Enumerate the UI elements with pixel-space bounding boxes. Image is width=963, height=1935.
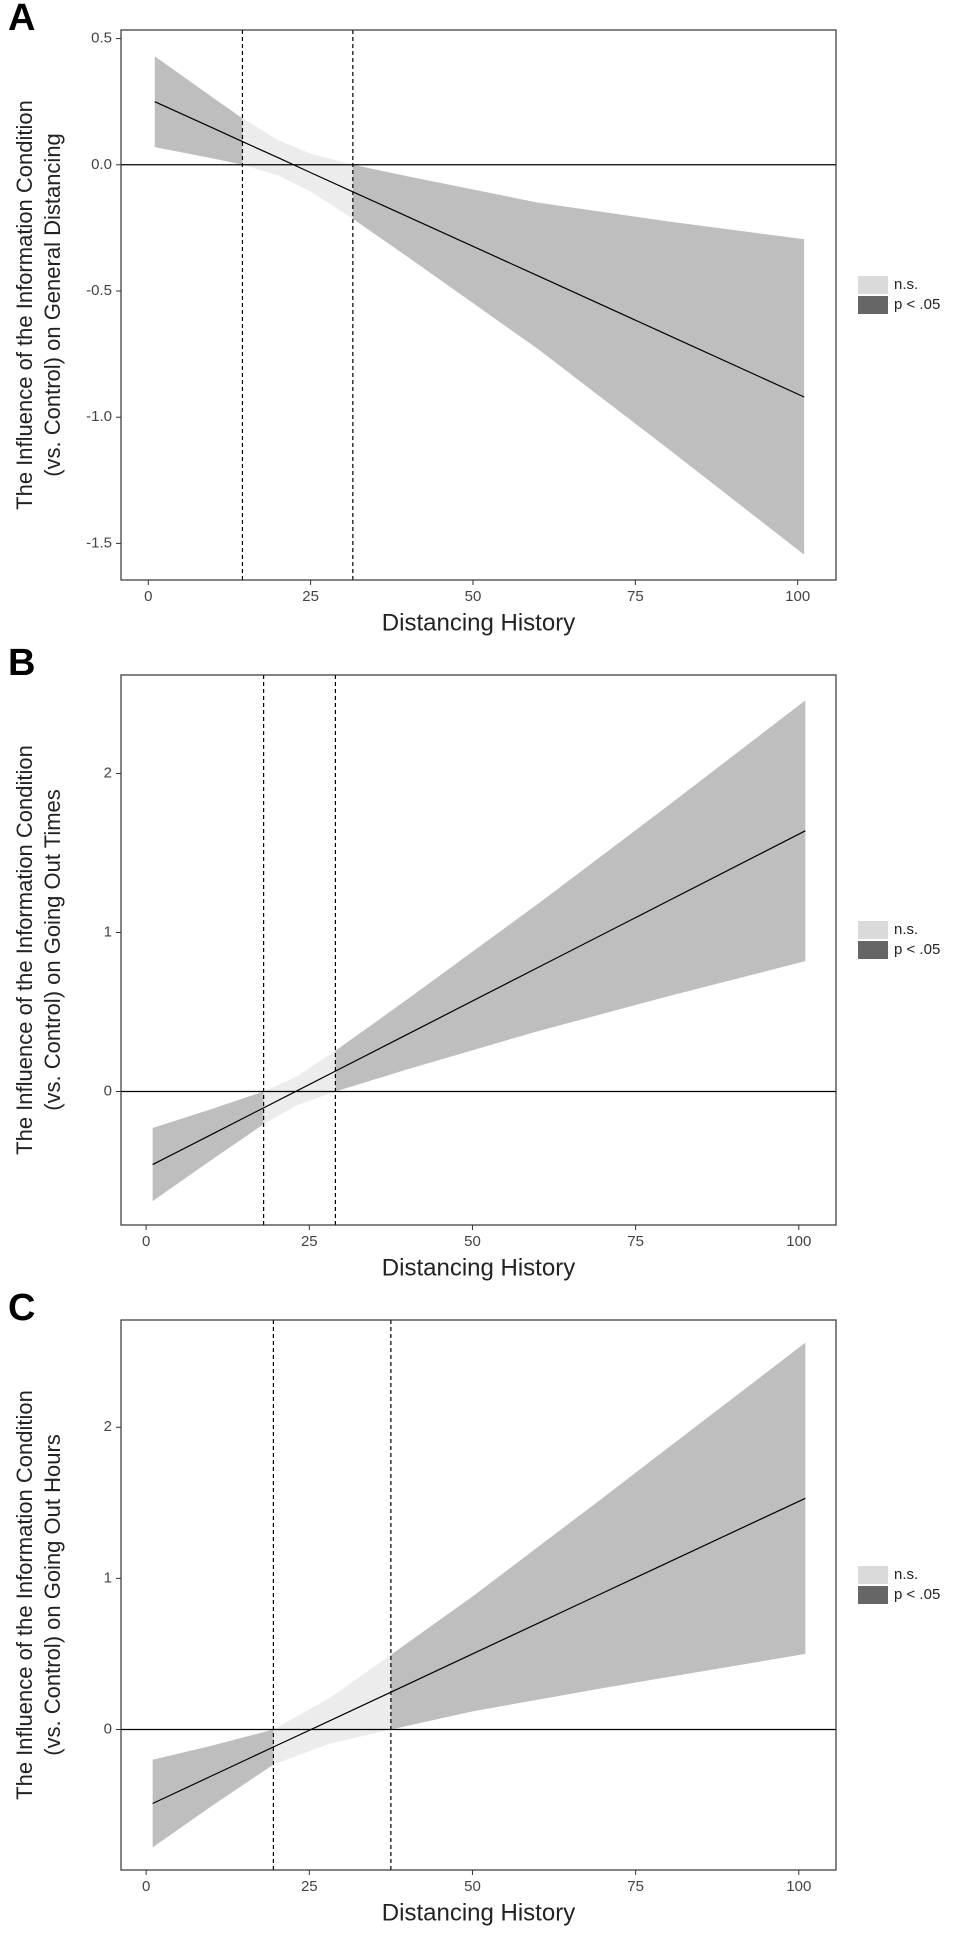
y-axis-label: The Influence of the Information Conditi…	[12, 1390, 37, 1800]
legend-swatch	[858, 276, 888, 294]
ns-band	[242, 118, 353, 219]
y-axis-label: The Influence of the Information Conditi…	[12, 745, 37, 1155]
sig-band	[352, 164, 805, 555]
plot-frame	[120, 1319, 837, 1871]
y-tick-label: 0	[104, 1082, 112, 1099]
x-axis-label: Distancing History	[382, 1899, 575, 1926]
panel-label: A	[8, 0, 35, 39]
x-tick-label: 25	[302, 588, 319, 605]
legend-label: n.s.	[894, 276, 918, 293]
legend-label: p < .05	[894, 296, 940, 313]
panel: 0 25 50 75 100 0 1 2 Distancing History The Influ…	[8, 1287, 940, 1926]
legend-label: p < .05	[894, 941, 940, 958]
panel: 0 25 50 75 100 0 1 2 Distancing History The Influ…	[8, 642, 940, 1281]
x-tick-label: 25	[301, 1233, 318, 1250]
panel-label: B	[8, 642, 35, 684]
y-tick-label: 1	[104, 923, 112, 940]
plot-frame	[120, 674, 837, 1226]
x-tick-label: 100	[786, 1878, 811, 1895]
estimate-line	[152, 1497, 806, 1805]
y-tick-label: 1	[104, 1569, 112, 1586]
x-tick-label: 100	[786, 1233, 811, 1250]
x-tick-label: 50	[465, 588, 482, 605]
x-tick-label: 75	[627, 1233, 644, 1250]
x-axis-label: Distancing History	[382, 609, 575, 636]
y-axis-label: (vs. Control) on Going Out Hours	[40, 1434, 65, 1756]
sig-band	[152, 1729, 274, 1848]
y-tick-label: 2	[104, 765, 112, 782]
legend-swatch	[858, 941, 888, 959]
y-tick-label: -1.0	[86, 408, 112, 425]
x-tick-label: 75	[627, 588, 644, 605]
x-tick-label: 75	[627, 1878, 644, 1895]
y-axis-label: (vs. Control) on General Distancing	[40, 133, 65, 477]
sig-band	[390, 1342, 806, 1730]
legend-swatch	[858, 296, 888, 314]
x-tick-label: 25	[301, 1878, 318, 1895]
estimate-line	[154, 101, 805, 398]
x-tick-label: 50	[464, 1878, 481, 1895]
legend-label: n.s.	[894, 921, 918, 938]
y-tick-label: 0	[104, 1720, 112, 1737]
x-tick-label: 50	[464, 1233, 481, 1250]
legend-swatch	[858, 1586, 888, 1604]
sig-band	[335, 700, 806, 1092]
y-tick-label: 0.5	[91, 30, 112, 47]
estimate-line	[152, 830, 806, 1166]
x-axis-label: Distancing History	[382, 1254, 575, 1281]
legend-swatch	[858, 1566, 888, 1584]
y-tick-label: 0.0	[91, 156, 112, 173]
ns-band	[263, 1050, 336, 1125]
ns-band	[273, 1654, 391, 1765]
sig-band	[152, 1091, 264, 1202]
y-tick-label: -0.5	[86, 282, 112, 299]
panel: 0 25 50 75 100 0.5 0.0 -0.5 -1.0 -1.5 Distancing H…	[8, 0, 940, 636]
legend-swatch	[858, 921, 888, 939]
sig-band	[154, 56, 243, 165]
x-tick-label: 100	[785, 588, 810, 605]
legend-label: n.s.	[894, 1566, 918, 1583]
y-axis-label: The Influence of the Information Conditi…	[12, 100, 37, 510]
y-tick-label: 2	[104, 1418, 112, 1435]
panel-label: C	[8, 1287, 35, 1329]
x-tick-label: 0	[142, 1233, 150, 1250]
x-tick-label: 0	[144, 588, 152, 605]
legend-label: p < .05	[894, 1586, 940, 1603]
y-tick-label: -1.5	[86, 534, 112, 551]
plot-frame	[120, 29, 837, 581]
x-tick-label: 0	[142, 1878, 150, 1895]
y-axis-label: (vs. Control) on Going Out Times	[40, 789, 65, 1111]
